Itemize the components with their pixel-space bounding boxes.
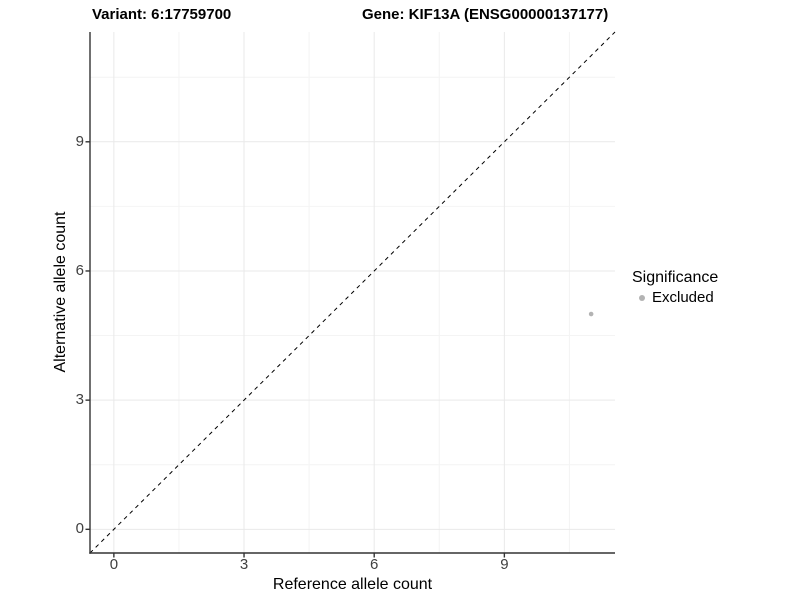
legend-label: Excluded: [652, 289, 714, 306]
x-tick-label: 3: [239, 556, 249, 573]
y-tick-label: 3: [75, 391, 84, 409]
legend-point-icon: [639, 294, 645, 301]
x-axis-title: Reference allele count: [272, 576, 433, 593]
variant-title: Variant: 6:17759700: [92, 6, 232, 23]
legend-title: Significance: [632, 269, 719, 286]
gene-title: Gene: KIF13A (ENSG00000137177): [362, 6, 609, 23]
y-axis-title: Alternative allele count: [52, 211, 69, 373]
y-tick-label: 0: [75, 520, 84, 538]
data-point: [588, 311, 594, 317]
x-tick-label: 6: [370, 556, 379, 573]
y-tick-label: 9: [75, 132, 84, 150]
legend-items: Excluded: [632, 288, 718, 307]
x-tick-label: 0: [109, 556, 119, 573]
x-tick-label: 9: [500, 556, 509, 573]
legend: Significance Excluded: [632, 268, 718, 307]
legend-item: Excluded: [632, 288, 718, 307]
legend-key: [632, 294, 652, 301]
identity-reference-line: [89, 31, 616, 554]
y-tick-label: 6: [75, 261, 84, 279]
